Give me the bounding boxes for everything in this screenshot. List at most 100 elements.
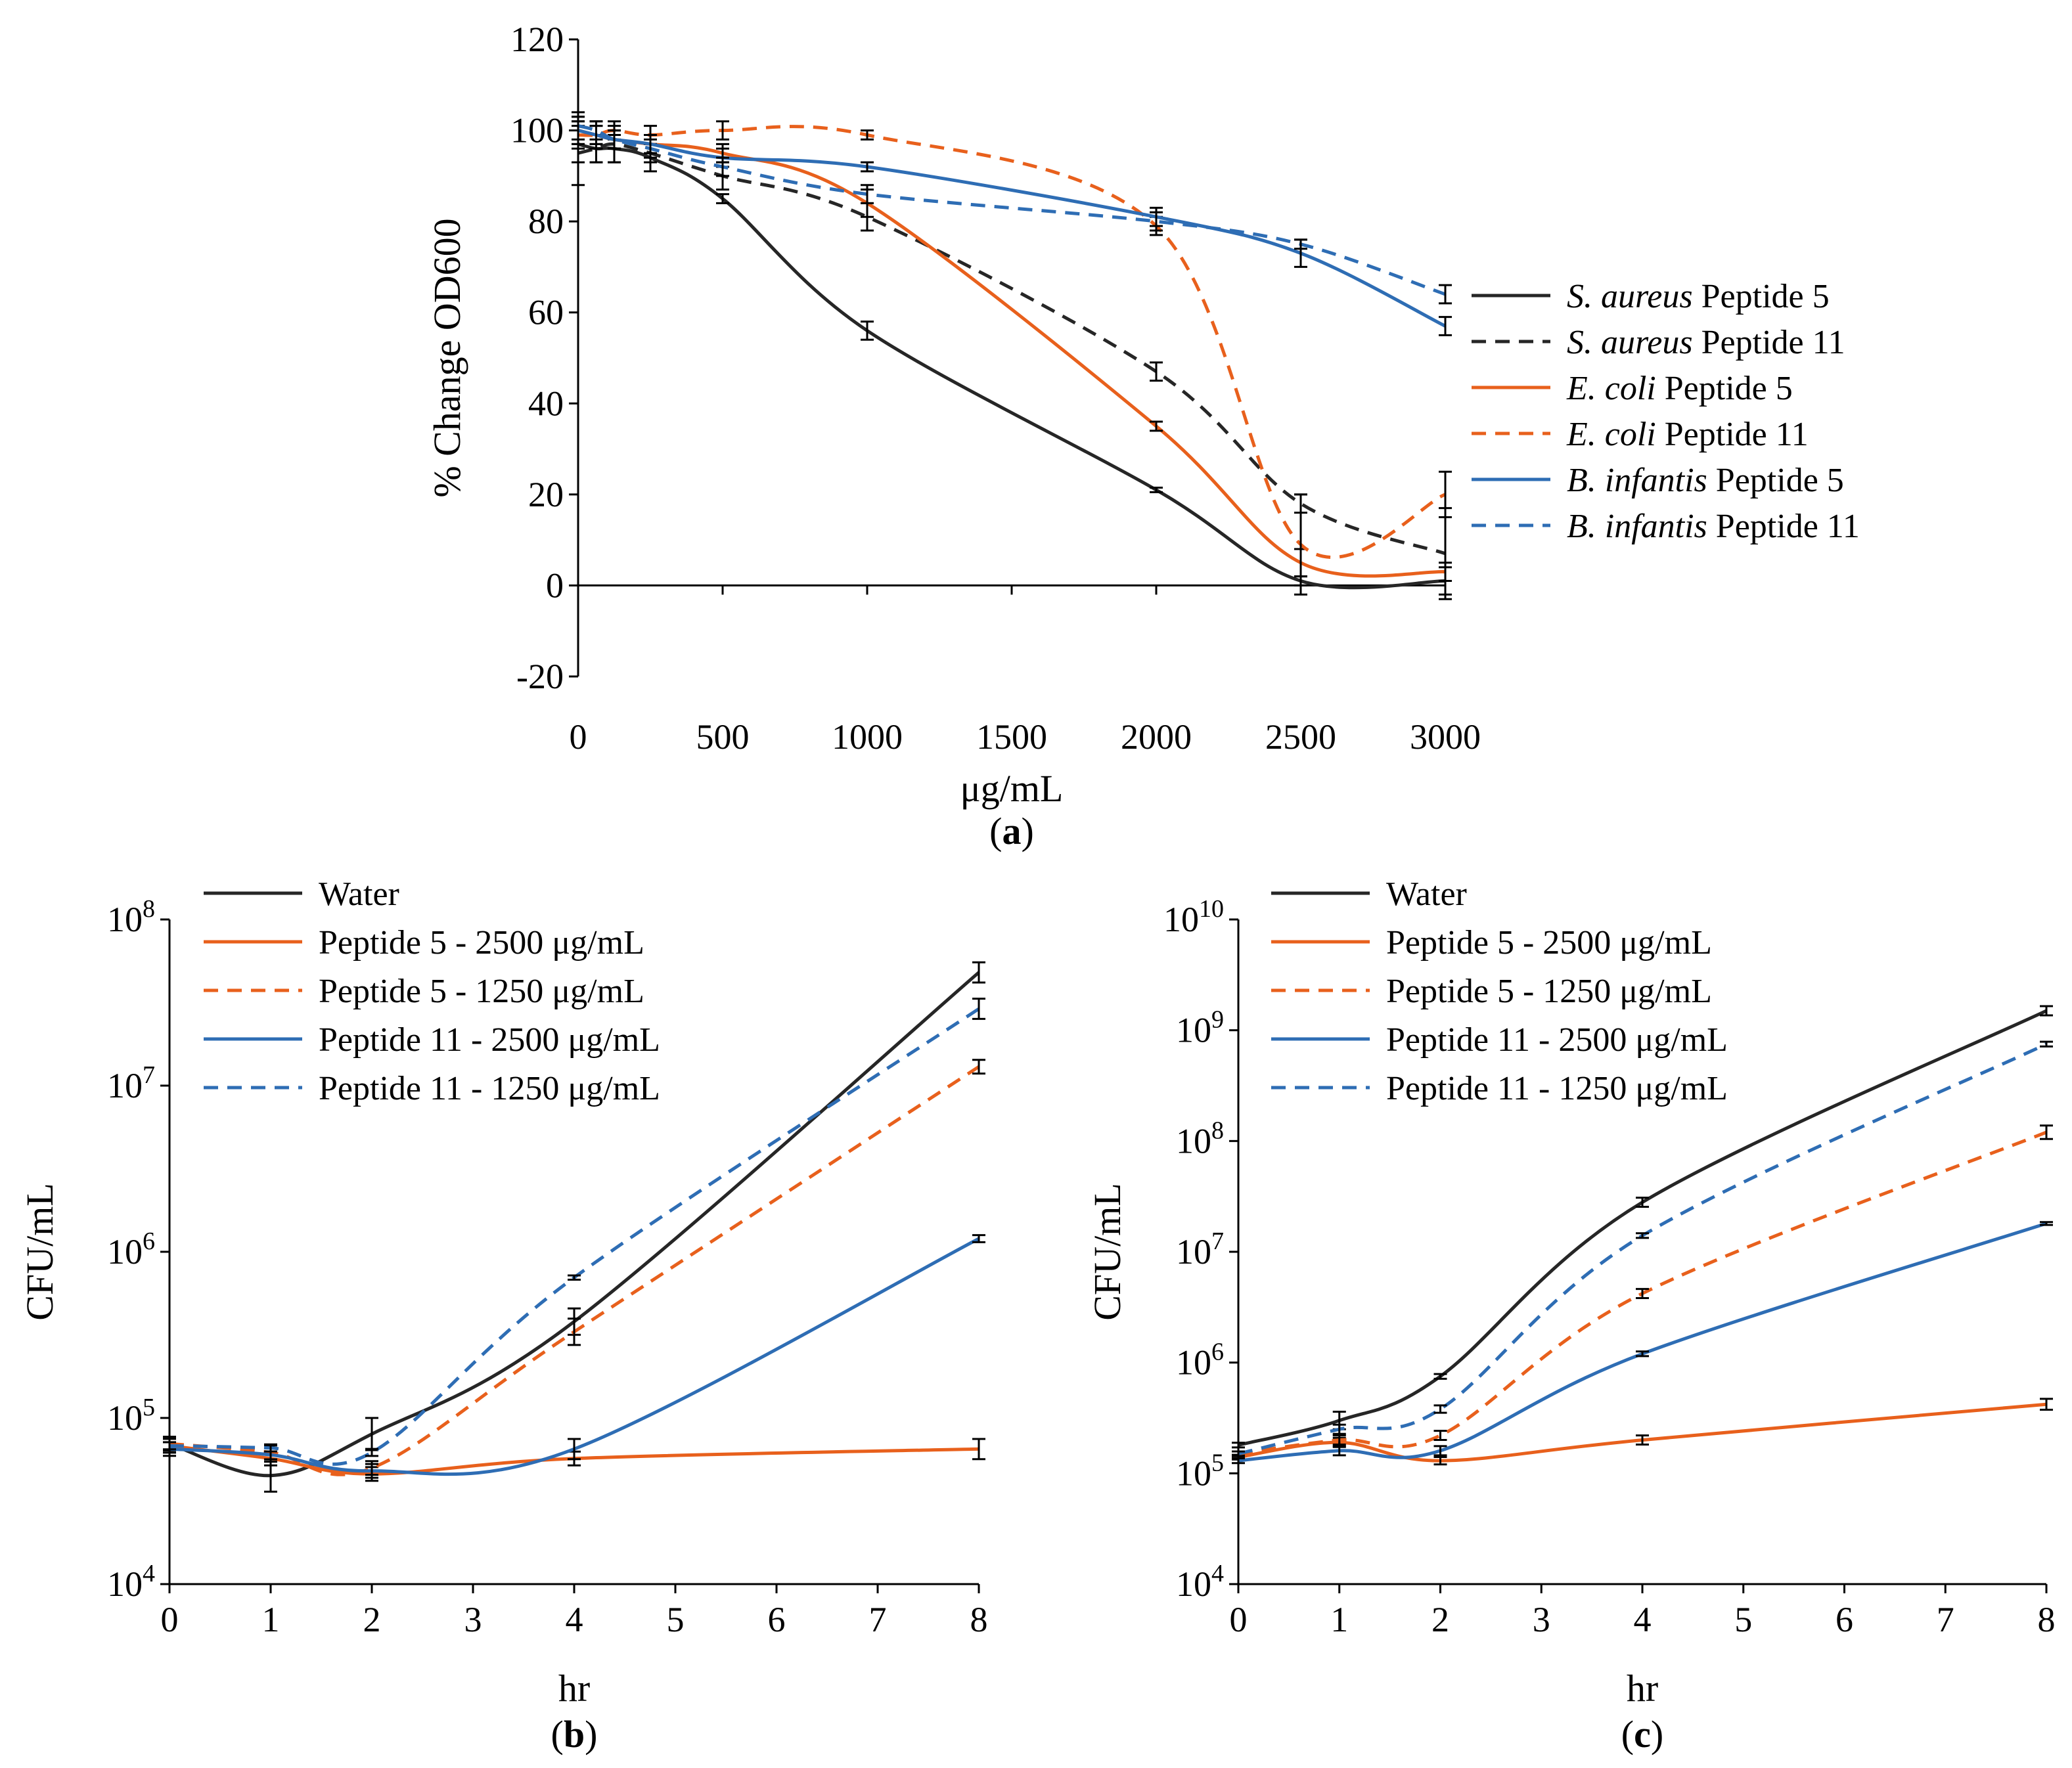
y-tick-base: 10 [1163,900,1199,939]
legend-entry: S. aureus Peptide 5 [1567,278,1830,315]
y-axis-label: % Change OD600 [426,218,468,497]
panel-paren-open: ( [551,1713,564,1756]
x-tick-label: 7 [869,1600,887,1639]
legend-suffix: Peptide 5 [1693,278,1830,315]
series-line [577,142,1446,556]
series-5 [572,111,1452,305]
y-tick-exponent: 6 [1211,1338,1224,1366]
y-tick-base: 10 [1176,1343,1211,1382]
y-tick-label: 109 [1176,1006,1224,1050]
y-tick-exponent: 7 [1211,1227,1224,1255]
legend-entry: E. coli Peptide 11 [1566,416,1809,453]
panel-letter: a [1002,810,1022,852]
legend-entry: S. aureus Peptide 11 [1567,324,1845,361]
y-tick-label: 108 [1176,1116,1224,1160]
y-tick-base: 10 [107,1232,143,1271]
y-tick-exponent: 5 [1211,1449,1224,1476]
y-tick-base: 10 [1176,1453,1211,1493]
x-tick-label: 0 [161,1600,179,1639]
legend-species: E. coli [1566,370,1656,407]
y-tick-exponent: 9 [1211,1006,1224,1034]
y-tick-label: 104 [107,1560,155,1604]
x-tick-label: 2500 [1265,717,1336,757]
y-tick-label: 104 [1176,1560,1224,1604]
panel-label: (a) [989,810,1034,852]
panel-label: (b) [551,1713,598,1756]
x-tick-label: 1 [1330,1600,1348,1639]
y-tick-exponent: 5 [143,1394,155,1421]
y-tick-label: 120 [510,20,564,59]
legend-species: E. coli [1566,416,1656,453]
panel-letter: c [1634,1713,1651,1756]
y-tick-base: 10 [1176,1011,1211,1050]
y-axis-label: CFU/mL [18,1183,61,1321]
y-tick-label: 107 [1176,1227,1224,1271]
legend-suffix: Peptide 11 [1707,508,1860,545]
series-2 [163,1059,985,1476]
y-tick-label: 60 [528,293,564,332]
x-axis-label: hr [558,1667,590,1710]
x-tick-label: 6 [768,1600,786,1639]
legend: Water Peptide 5 - 2500 μg/mL Peptide 5 - 1… [1271,875,1728,1107]
series-3 [163,1234,985,1479]
series-1 [572,120,1452,600]
y-tick-exponent: 4 [143,1560,155,1587]
x-tick-label: 4 [566,1600,583,1639]
legend-suffix: Peptide 5 [1707,462,1844,499]
panel-paren-open: ( [989,810,1002,852]
x-tick-label: 8 [970,1600,988,1639]
panel-paren-close: ) [585,1713,597,1756]
y-tick-base: 10 [107,1066,143,1105]
series-line [577,129,1446,578]
x-tick-label: 3000 [1410,717,1481,757]
y-tick-label: 40 [528,384,564,423]
x-tick-label: 2 [1431,1600,1449,1639]
legend-suffix: Peptide 5 [1656,370,1793,407]
y-tick-label: 1010 [1163,895,1224,939]
panel-paren-close: ) [1022,810,1034,852]
x-tick-label: 4 [1634,1600,1652,1639]
x-tick-label: 2 [363,1600,381,1639]
y-tick-label: 106 [107,1227,155,1271]
x-tick-label: 1500 [976,717,1047,757]
y-tick-label: 105 [1176,1449,1224,1493]
legend-species: B. infantis [1567,462,1707,499]
series-line [1238,1402,2047,1463]
series-line [1238,1009,2048,1447]
y-tick-label: 80 [528,202,564,241]
series-line [169,1065,980,1476]
legend-entry: Peptide 5 - 2500 μg/mL [319,924,644,961]
series-line [577,142,1446,590]
y-axis-label: CFU/mL [1086,1183,1129,1321]
x-tick-label: 7 [1937,1600,1954,1639]
series-4 [1232,1040,2053,1457]
x-tick-label: 8 [2038,1600,2056,1639]
y-tick-exponent: 6 [143,1227,155,1255]
x-tick-label: 3 [1533,1600,1550,1639]
legend-entry: Water [319,875,399,913]
legend-entry: Peptide 5 - 2500 μg/mL [1386,924,1712,961]
x-tick-label: 0 [570,717,587,757]
y-tick-base: 10 [1176,1121,1211,1160]
panel-paren-close: ) [1651,1713,1663,1756]
x-tick-label: 6 [1836,1600,1853,1639]
y-tick-base: 10 [107,900,143,939]
x-axis-label: μg/mL [960,767,1064,810]
legend-entry: B. infantis Peptide 5 [1567,462,1844,499]
y-tick-exponent: 8 [143,895,155,923]
legend: S. aureus Peptide 5 S. aureus Peptide 11 E… [1472,278,1860,545]
x-tick-label: 5 [667,1600,685,1639]
series-line [577,125,1446,559]
series-1 [1232,1398,2053,1466]
legend-entry: Peptide 11 - 2500 μg/mL [319,1021,660,1059]
y-tick-base: 10 [107,1398,143,1438]
series-line [169,1237,980,1476]
x-tick-label: 1 [262,1600,280,1639]
legend-species: B. infantis [1567,508,1707,545]
y-tick-label: 105 [107,1394,155,1438]
y-tick-exponent: 4 [1211,1560,1224,1587]
panel-letter: b [564,1713,585,1756]
x-tick-label: 1000 [832,717,903,757]
